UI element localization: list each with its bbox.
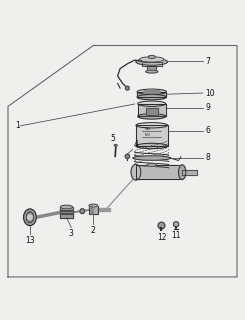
Bar [60, 213, 73, 214]
Ellipse shape [179, 165, 186, 180]
Ellipse shape [114, 145, 117, 146]
Text: 3: 3 [69, 229, 74, 238]
Circle shape [158, 222, 165, 229]
Bar [137, 92, 166, 97]
Ellipse shape [136, 143, 168, 149]
Text: 7: 7 [205, 57, 210, 66]
Circle shape [173, 222, 179, 227]
Ellipse shape [148, 55, 155, 59]
Text: 12: 12 [157, 233, 166, 242]
Text: 2: 2 [91, 226, 96, 235]
Text: 13: 13 [25, 236, 35, 244]
Circle shape [125, 154, 130, 158]
Ellipse shape [137, 94, 166, 100]
Text: MAX: MAX [144, 127, 151, 131]
Ellipse shape [138, 114, 166, 119]
Bar [147, 66, 156, 72]
Ellipse shape [89, 204, 98, 207]
Bar [60, 210, 73, 211]
Ellipse shape [133, 156, 171, 160]
Ellipse shape [24, 209, 36, 226]
Text: 1: 1 [15, 121, 20, 130]
Ellipse shape [140, 57, 164, 62]
Bar [142, 62, 162, 66]
Ellipse shape [143, 90, 160, 93]
Text: 6: 6 [205, 126, 210, 135]
Bar [60, 213, 73, 214]
Text: 10: 10 [205, 89, 215, 98]
Text: 5: 5 [110, 134, 115, 143]
Ellipse shape [136, 59, 168, 65]
Circle shape [80, 209, 85, 213]
Ellipse shape [26, 212, 34, 223]
Bar [60, 207, 73, 218]
Bar [60, 210, 73, 211]
Circle shape [125, 86, 129, 90]
Text: 11: 11 [171, 231, 181, 240]
Bar [182, 170, 197, 175]
Bar [138, 104, 166, 116]
Ellipse shape [137, 89, 166, 94]
Bar [147, 66, 156, 72]
Ellipse shape [147, 164, 157, 166]
Ellipse shape [60, 205, 73, 209]
Text: 9: 9 [205, 103, 210, 112]
Bar [89, 205, 98, 214]
Text: MIN: MIN [144, 132, 150, 137]
Bar [142, 62, 162, 66]
Bar [182, 170, 197, 175]
Ellipse shape [136, 123, 168, 128]
Ellipse shape [138, 101, 166, 107]
Circle shape [27, 215, 32, 220]
Bar [136, 165, 182, 180]
Text: 4: 4 [134, 140, 138, 149]
Ellipse shape [131, 164, 141, 180]
Bar [146, 108, 158, 115]
Ellipse shape [146, 70, 158, 73]
Bar [136, 165, 182, 180]
Bar [136, 125, 168, 146]
Bar [138, 104, 166, 116]
Bar [60, 207, 73, 218]
Bar [146, 108, 158, 115]
Bar [98, 208, 110, 212]
Bar [136, 125, 168, 146]
Bar [89, 205, 98, 214]
Text: 8: 8 [205, 153, 210, 162]
Bar [137, 92, 166, 97]
